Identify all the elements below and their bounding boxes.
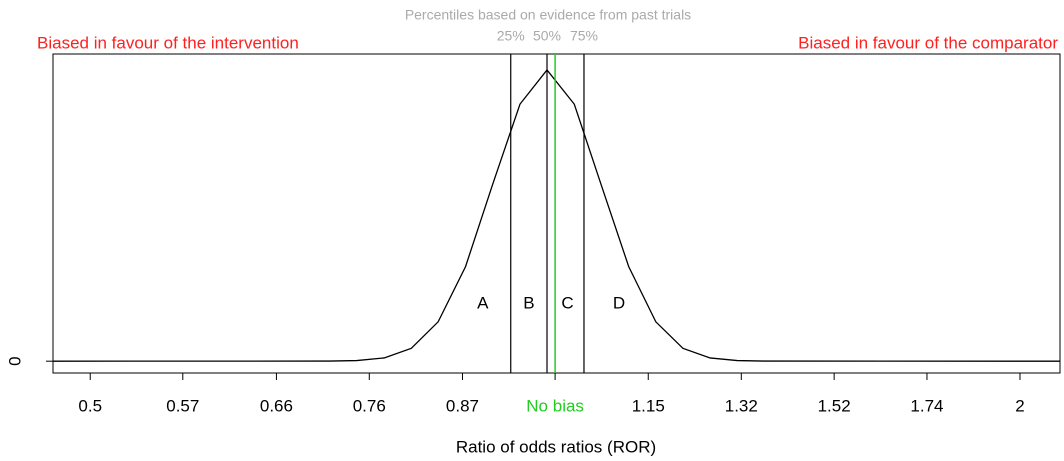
x-tick-label: 1.74 xyxy=(910,396,943,415)
region-label: B xyxy=(523,293,534,312)
x-tick-label: 0.76 xyxy=(353,396,386,415)
x-tick-label: 2 xyxy=(1015,396,1024,415)
x-tick-label: 1.52 xyxy=(818,396,851,415)
region-label: D xyxy=(613,293,625,312)
right-note: Biased in favour of the comparator xyxy=(798,33,1058,52)
x-tick-label: 0.87 xyxy=(446,396,479,415)
plot-box xyxy=(52,53,1061,374)
x-tick-label: 0.66 xyxy=(260,396,293,415)
x-tick-label: No bias xyxy=(526,396,584,415)
left-note: Biased in favour of the intervention xyxy=(37,33,299,52)
percentile-label: 25% xyxy=(497,28,525,44)
percentile-label: 50% xyxy=(533,28,561,44)
region-label: C xyxy=(561,293,573,312)
y-tick-label: 0 xyxy=(5,356,24,365)
percentile-label: 75% xyxy=(570,28,598,44)
region-label: A xyxy=(477,293,489,312)
x-tick-label: 0.5 xyxy=(78,396,102,415)
x-tick-label: 1.15 xyxy=(632,396,665,415)
x-axis-title: Ratio of odds ratios (ROR) xyxy=(456,437,656,456)
percentile-title: Percentiles based on evidence from past … xyxy=(405,7,691,23)
density-line xyxy=(52,68,1061,362)
x-tick-label: 0.57 xyxy=(166,396,199,415)
x-tick-label: 1.32 xyxy=(725,396,758,415)
